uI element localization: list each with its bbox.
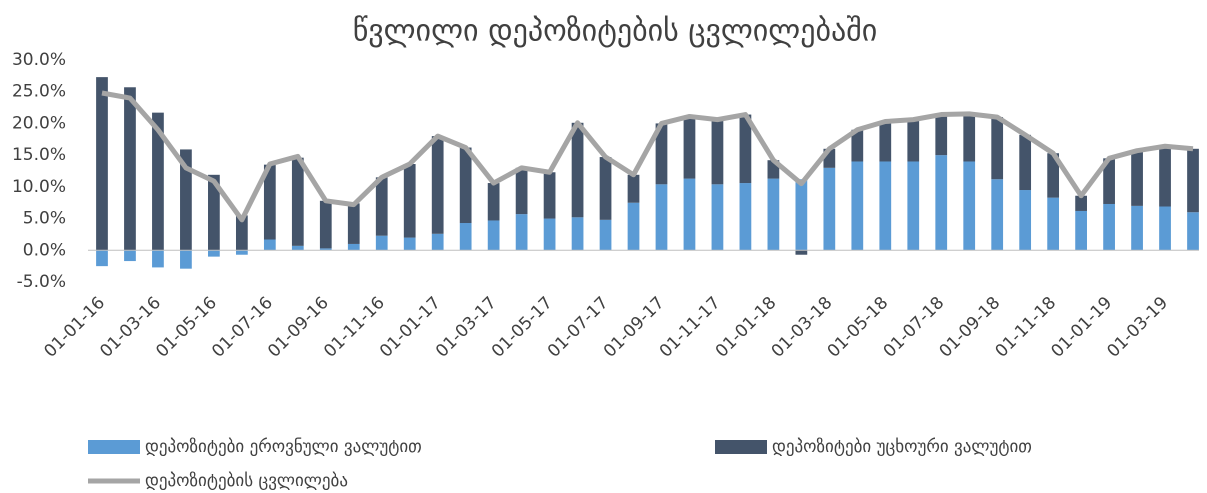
bar bbox=[1019, 134, 1032, 191]
bar bbox=[180, 250, 192, 269]
bar bbox=[683, 116, 696, 179]
y-tick-label: 15.0% bbox=[12, 145, 66, 165]
legend-swatch bbox=[88, 440, 140, 454]
bar bbox=[263, 164, 276, 240]
bar bbox=[1159, 206, 1171, 251]
bar bbox=[431, 233, 444, 251]
bar bbox=[935, 114, 948, 156]
bar bbox=[515, 167, 528, 215]
bar bbox=[235, 250, 248, 255]
legend-label: დეპოზიტები ეროვნული ვალუტით bbox=[145, 437, 422, 457]
bar bbox=[403, 237, 416, 251]
x-tick-label: 01-03-19 bbox=[1103, 293, 1172, 362]
bar bbox=[823, 148, 836, 168]
bar bbox=[963, 113, 976, 162]
bar bbox=[1187, 212, 1199, 251]
bar bbox=[124, 250, 136, 262]
bar bbox=[795, 179, 808, 251]
bar bbox=[431, 136, 444, 234]
bar bbox=[487, 183, 500, 221]
bar bbox=[1075, 195, 1087, 211]
bar bbox=[879, 121, 892, 162]
bar bbox=[235, 215, 248, 251]
bar bbox=[1075, 210, 1087, 251]
y-tick-label: 0.0% bbox=[23, 240, 66, 260]
bar bbox=[963, 161, 976, 251]
bar bbox=[208, 250, 220, 257]
bar bbox=[655, 184, 668, 251]
y-tick-label: 10.0% bbox=[12, 177, 66, 197]
bar bbox=[459, 147, 472, 224]
bar bbox=[991, 117, 1004, 180]
bar bbox=[96, 77, 108, 251]
bar bbox=[291, 245, 304, 251]
bar bbox=[403, 164, 416, 238]
bar bbox=[907, 161, 920, 251]
bar bbox=[571, 217, 584, 251]
bar bbox=[851, 129, 864, 162]
bar bbox=[543, 172, 556, 219]
bar bbox=[683, 178, 696, 251]
bar bbox=[711, 119, 724, 185]
bar bbox=[1159, 146, 1171, 207]
legend-label: დეპოზიტები უცხოური ვალუტით bbox=[772, 437, 1032, 457]
chart-title: წვლილი დეპოზიტების ცვლილებაში bbox=[353, 14, 878, 49]
legend-label: დეპოზიტების ცვლილება bbox=[145, 471, 348, 491]
bar bbox=[96, 250, 108, 267]
bar bbox=[879, 161, 892, 251]
bar bbox=[655, 123, 668, 185]
legend-swatch bbox=[715, 440, 767, 454]
bar bbox=[263, 239, 276, 251]
bar bbox=[347, 243, 360, 251]
bar bbox=[627, 174, 640, 203]
bar bbox=[907, 119, 920, 162]
bar bbox=[291, 157, 304, 246]
y-tick-label: 25.0% bbox=[12, 82, 66, 102]
bar bbox=[208, 174, 220, 251]
bar bbox=[1187, 148, 1199, 213]
bar bbox=[571, 122, 584, 218]
bar bbox=[795, 250, 808, 255]
bar bbox=[152, 250, 164, 268]
bar bbox=[1047, 197, 1060, 251]
bar bbox=[459, 223, 472, 251]
bar bbox=[599, 157, 612, 220]
bar bbox=[319, 248, 332, 251]
bar bbox=[739, 183, 752, 251]
bar bbox=[1047, 153, 1060, 198]
bar bbox=[543, 218, 556, 251]
y-tick-label: 5.0% bbox=[23, 209, 66, 229]
bar bbox=[319, 200, 332, 249]
y-tick-label: 20.0% bbox=[12, 113, 66, 133]
bar bbox=[487, 220, 500, 251]
bar bbox=[1131, 150, 1143, 206]
y-tick-label: 30.0% bbox=[12, 50, 66, 70]
bar bbox=[767, 178, 780, 251]
line bbox=[101, 90, 1194, 223]
bar bbox=[124, 87, 136, 251]
bar bbox=[991, 179, 1004, 251]
bar bbox=[767, 160, 780, 179]
bar bbox=[851, 161, 864, 251]
bar bbox=[1131, 205, 1143, 251]
bar bbox=[935, 155, 948, 251]
bar bbox=[152, 112, 164, 251]
bar bbox=[515, 214, 528, 251]
bar bbox=[375, 177, 388, 236]
bar bbox=[599, 219, 612, 251]
bar bbox=[1103, 203, 1115, 251]
bar bbox=[711, 184, 724, 251]
bar bbox=[627, 202, 640, 251]
bar bbox=[375, 235, 388, 251]
bar bbox=[180, 149, 192, 251]
bar bbox=[823, 167, 836, 251]
bar bbox=[347, 203, 360, 244]
y-tick-label: -5.0% bbox=[17, 272, 66, 292]
bar bbox=[1103, 158, 1115, 204]
bar bbox=[739, 114, 752, 184]
bar bbox=[1019, 190, 1032, 251]
